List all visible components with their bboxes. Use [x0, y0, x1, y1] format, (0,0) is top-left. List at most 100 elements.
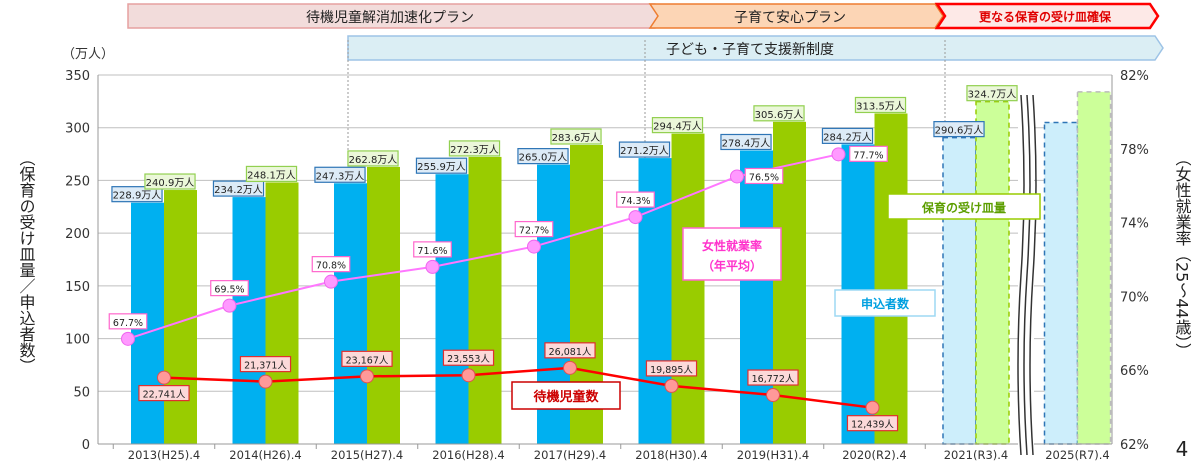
point-waitlisted-label-box [645, 360, 698, 377]
bar-applicants-label-box [517, 148, 569, 165]
bar-capacity-label: 305.6万人 [755, 109, 804, 121]
point-female-employment-label: 69.5% [214, 285, 244, 296]
bar-capacity-label-box [550, 128, 602, 145]
bar-capacity-label: 272.3万人 [450, 144, 499, 156]
point-female-employment-label: 74.3% [620, 196, 650, 207]
bar-applicants [942, 136, 977, 445]
y-unit-label: （万人） [62, 47, 114, 62]
legend-waitlisted: 待機児童数 [532, 389, 599, 405]
bar-applicants-label-box [720, 133, 772, 151]
bar-capacity-label: 240.9万人 [146, 177, 195, 189]
x-tick-label: 2017(H29).4 [534, 448, 607, 462]
x-tick-label: 2019(H31).4 [737, 448, 810, 462]
bar-applicants-label-box [933, 121, 985, 138]
point-female-employment-label-box [311, 256, 351, 273]
banner-system-label: 子ども・子育て支援新制度 [666, 42, 834, 58]
bar-applicants-label: 284.2万人 [823, 131, 872, 143]
bar-capacity [1076, 91, 1112, 445]
legend-applicants: 申込者数 [861, 296, 910, 311]
bar-applicants-label-box [314, 166, 366, 183]
bar-applicants [334, 183, 367, 444]
point-waitlisted-children [664, 378, 679, 393]
bar-applicants [435, 174, 469, 444]
point-female-employment [222, 298, 237, 313]
point-waitlisted-label-box [544, 342, 596, 359]
point-waitlisted-label: 23,553人 [447, 354, 490, 365]
point-waitlisted-children [461, 368, 476, 383]
y2-tick-label: 70% [1120, 290, 1149, 305]
bar-applicants-label-box [618, 141, 671, 158]
y-tick-label: 200 [65, 227, 90, 242]
point-waitlisted-label-box [442, 349, 495, 366]
point-female-employment [628, 210, 643, 225]
point-female-employment-label: 70.8% [316, 261, 346, 272]
legend-female-employment-box [682, 227, 782, 281]
bar-applicants [1043, 121, 1079, 445]
line-female-employment [127, 153, 839, 340]
point-female-employment [425, 259, 440, 274]
x-tick-label: 2018(H30).4 [635, 448, 708, 462]
x-tick-label: 2015(H27).4 [331, 448, 404, 462]
legend-waitlisted-box [511, 381, 621, 410]
point-waitlisted-children [563, 360, 577, 375]
banner-plan3 [934, 2, 1160, 30]
point-female-employment-label: 72.7% [519, 226, 549, 237]
x-tick-label: 2021(R3).4 [944, 448, 1009, 462]
bar-capacity-label-box [144, 173, 196, 190]
y2-tick-label: 66% [1120, 364, 1149, 379]
bar-applicants-label: 255.9万人 [417, 161, 466, 173]
banner-plan2-label: 子育て安心プラン [734, 10, 846, 26]
point-female-employment [730, 169, 744, 184]
bar-capacity-label-box [966, 85, 1018, 102]
bar-applicants-label: 290.6万人 [935, 125, 984, 137]
bar-capacity [468, 156, 502, 444]
bar-capacity-label: 283.6万人 [552, 132, 601, 144]
y2-tick-label: 62% [1120, 438, 1149, 453]
bar-applicants-label: 265.0万人 [519, 152, 568, 164]
bar-capacity-label: 248.1万人 [247, 169, 296, 181]
point-female-employment-label-box [108, 313, 148, 330]
point-waitlisted-label: 19,895人 [650, 365, 693, 376]
bar-capacity-label: 262.8万人 [349, 154, 398, 166]
bar-applicants-label: 228.9万人 [113, 190, 162, 202]
point-waitlisted-label: 23,167人 [346, 355, 389, 366]
x-tick-label: 2025(R7).4 [1045, 448, 1110, 462]
y2-tick-label: 82% [1120, 69, 1149, 84]
y-tick-label: 300 [65, 122, 90, 137]
bar-capacity [874, 113, 908, 444]
bar-applicants-label: 247.3万人 [316, 170, 365, 182]
y-tick-label: 100 [65, 333, 90, 348]
axis-break-icon [1029, 94, 1037, 456]
point-female-employment [831, 147, 846, 162]
y-tick-label: 50 [73, 385, 90, 400]
bar-applicants [232, 197, 266, 444]
banner-plan3-label: 更なる保育の受け皿確保 [979, 9, 1112, 24]
point-female-employment-label: 67.7% [113, 318, 143, 329]
legend-capacity-box [887, 193, 1041, 220]
x-tick-label: 2014(H26).4 [229, 448, 302, 462]
point-waitlisted-label: 26,081人 [549, 347, 592, 358]
legend-capacity: 保育の受け皿量 [921, 200, 1006, 215]
bar-capacity-label: 324.7万人 [968, 89, 1017, 101]
bar-capacity [975, 100, 1010, 445]
bar-capacity [671, 133, 705, 444]
axis-break-icon [1023, 94, 1031, 456]
x-tick-label: 2013(H25).4 [128, 448, 201, 462]
y-tick-label: 250 [65, 174, 90, 189]
page-number: 4 [1176, 437, 1189, 461]
point-female-employment-label: 77.7% [853, 150, 883, 161]
point-waitlisted-children [258, 374, 273, 389]
banner-plan1-label: 待機児童解消加速化プラン [306, 9, 474, 26]
bar-applicants-label: 271.2万人 [620, 145, 669, 157]
legend-female-employment-sub: （年平均） [702, 258, 762, 273]
bar-applicants-label-box [821, 127, 874, 144]
point-female-employment-label-box [514, 220, 554, 238]
x-tick-label: 2020(R2).4 [842, 448, 907, 462]
point-waitlisted-label-box [239, 355, 292, 373]
y2-tick-label: 78% [1120, 143, 1149, 158]
bar-applicants-label-box [212, 180, 265, 197]
point-female-employment-label-box [210, 280, 249, 297]
bar-capacity-label: 313.5万人 [856, 100, 905, 112]
